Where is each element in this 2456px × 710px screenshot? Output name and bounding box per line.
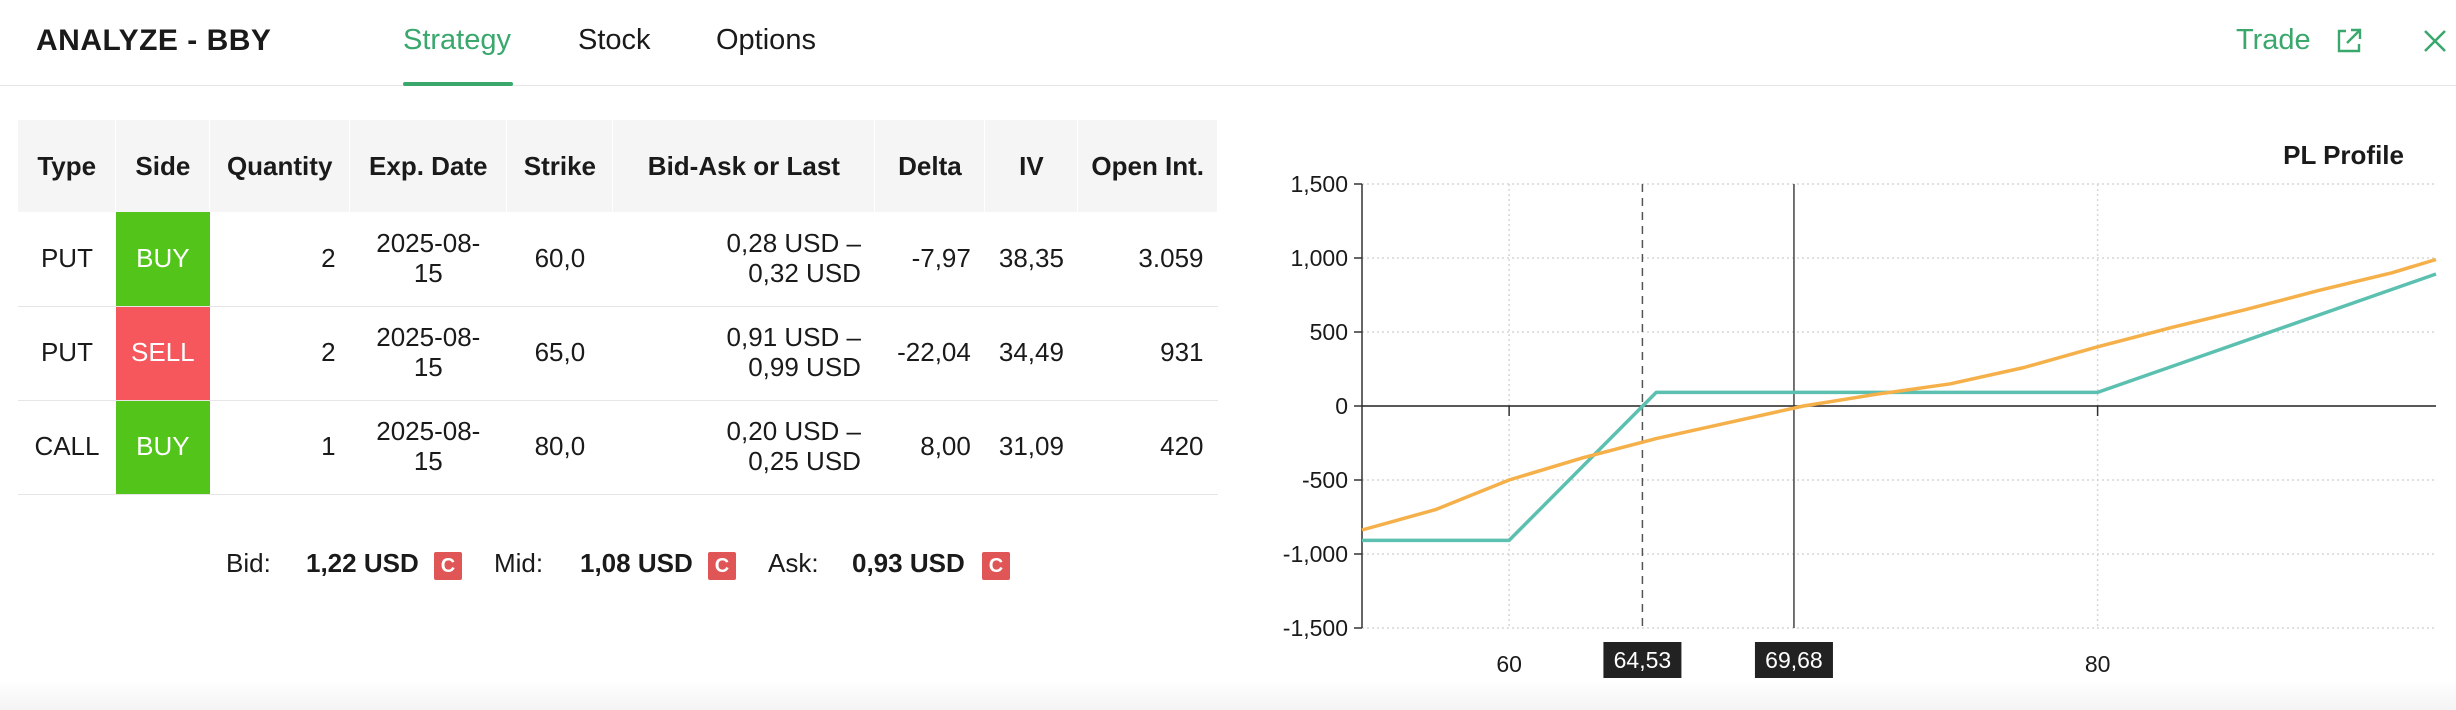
bid-ask-line-2: 0,32 USD xyxy=(748,257,861,288)
cell-open-int: 420 xyxy=(1077,400,1218,495)
cell-quantity: 1 xyxy=(209,400,350,495)
payoff-at-expiration-line xyxy=(1362,272,2437,543)
bottom-band xyxy=(0,680,2456,710)
marker-label-bg xyxy=(1603,642,1682,678)
column-header-iv: IV xyxy=(984,120,1079,212)
cell-open-int: 3.059 xyxy=(1077,212,1218,307)
cell-iv: 38,35 xyxy=(984,212,1078,307)
column-header-strike: Strike xyxy=(506,120,614,212)
cell-exp-date: 2025-08-15 xyxy=(349,306,507,401)
ask-currency-badge: C xyxy=(982,552,1010,580)
payoff-today-line xyxy=(1361,257,2437,532)
column-header-side: Side xyxy=(115,120,211,212)
y-tick-label: 500 xyxy=(1310,319,1348,345)
mid-value: 1,08 USD xyxy=(580,548,693,578)
table-row: PUT BUY 2 2025-08-15 60,0 0,28 USD –0,32… xyxy=(18,212,1218,307)
x-tick-label: 80 xyxy=(2085,651,2111,677)
y-tick-label: 0 xyxy=(1335,393,1348,419)
column-header-open-int: Open Int. xyxy=(1077,120,1218,212)
cell-type: CALL xyxy=(18,400,116,495)
header-bar: ANALYZE - BBY Strategy Stock Options Tra… xyxy=(0,0,2456,86)
cell-strike: 65,0 xyxy=(506,306,613,401)
cell-type: PUT xyxy=(18,306,116,401)
mid-label: Mid: xyxy=(494,548,544,578)
table-row: PUT SELL 2 2025-08-15 65,0 0,91 USD –0,9… xyxy=(18,306,1218,401)
y-tick-label: -1,500 xyxy=(1283,615,1348,641)
cell-bid-ask: 0,91 USD –0,99 USD xyxy=(612,306,875,401)
cell-exp-date: 2025-08-15 xyxy=(349,400,507,495)
ask-label: Ask: xyxy=(768,548,819,578)
cell-delta: -7,97 xyxy=(874,212,985,307)
side-badge-buy: BUY xyxy=(115,212,210,307)
cell-exp-date: 2025-08-15 xyxy=(349,212,507,307)
cell-quantity: 2 xyxy=(209,212,350,307)
column-header-exp-date: Exp. Date xyxy=(349,120,508,212)
trade-link[interactable]: Trade xyxy=(2236,24,2311,56)
side-badge-sell: SELL xyxy=(115,306,210,401)
cell-quantity: 2 xyxy=(209,306,350,401)
y-tick-label: -500 xyxy=(1302,467,1348,493)
bid-ask-line-1: 0,28 USD – xyxy=(726,227,861,258)
marker-label: 69,68 xyxy=(1765,647,1823,673)
side-badge-buy: BUY xyxy=(115,400,210,495)
bid-ask-line-2: 0,99 USD xyxy=(748,352,861,382)
pl-profile-chart: PL Profile 64,53 69,68 1,500 1,000 500 0 -500… xyxy=(1283,140,2437,678)
cell-type: PUT xyxy=(18,212,116,307)
bid-label: Bid: xyxy=(226,548,271,578)
bid-ask-line-1: 0,20 USD – xyxy=(726,416,861,447)
column-header-delta: Delta xyxy=(874,120,986,212)
tab-options[interactable]: Options xyxy=(716,24,816,56)
chart-axes xyxy=(1354,183,2436,629)
page-title: ANALYZE - BBY xyxy=(36,24,272,57)
strategy-legs-table: Type Side Quantity Exp. Date Strike Bid-… xyxy=(18,120,1218,495)
bid-ask-line-1: 0,91 USD – xyxy=(726,322,861,353)
chart-series xyxy=(1361,257,2437,543)
column-header-bid-ask: Bid-Ask or Last xyxy=(612,120,876,212)
active-tab-indicator xyxy=(403,82,513,86)
cell-bid-ask: 0,20 USD –0,25 USD xyxy=(612,400,875,495)
y-tick-label: 1,000 xyxy=(1290,245,1348,271)
chart-grid xyxy=(1362,183,2436,629)
tab-strategy[interactable]: Strategy xyxy=(403,24,511,56)
tab-stock[interactable]: Stock xyxy=(578,24,651,56)
y-tick-label: 1,500 xyxy=(1290,171,1348,197)
cell-open-int: 931 xyxy=(1077,306,1218,401)
close-icon[interactable] xyxy=(2420,26,2450,56)
bid-currency-badge: C xyxy=(434,552,462,580)
column-header-type: Type xyxy=(18,120,117,212)
x-tick-label: 60 xyxy=(1496,651,1522,677)
cell-iv: 34,49 xyxy=(984,306,1078,401)
cell-bid-ask: 0,28 USD –0,32 USD xyxy=(612,212,875,307)
mid-currency-badge: C xyxy=(708,552,736,580)
cell-strike: 80,0 xyxy=(506,400,613,495)
bid-value: 1,22 USD xyxy=(306,548,419,578)
table-header-row: Type Side Quantity Exp. Date Strike Bid-… xyxy=(18,120,1218,212)
chart-labels: 1,500 1,000 500 0 -500 -1,000 -1,500 60 80 xyxy=(1283,171,2111,677)
cell-delta: -22,04 xyxy=(874,306,985,401)
column-header-quantity: Quantity xyxy=(209,120,351,212)
marker-label: 64,53 xyxy=(1614,647,1672,673)
ask-value: 0,93 USD xyxy=(852,548,965,578)
cell-iv: 31,09 xyxy=(984,400,1078,495)
chart-title: PL Profile xyxy=(2283,140,2404,170)
table-row: CALL BUY 1 2025-08-15 80,0 0,20 USD –0,2… xyxy=(18,400,1218,495)
external-link-icon[interactable] xyxy=(2334,26,2364,56)
bid-ask-line-2: 0,25 USD xyxy=(748,446,861,476)
y-tick-label: -1,000 xyxy=(1283,541,1348,567)
cell-strike: 60,0 xyxy=(506,212,613,307)
cell-delta: 8,00 xyxy=(874,400,985,495)
marker-label-bg xyxy=(1754,642,1833,678)
